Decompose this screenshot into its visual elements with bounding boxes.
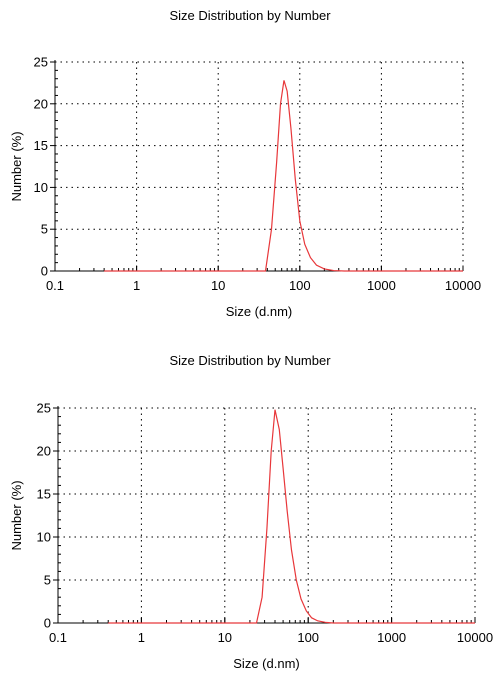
chart-svg: 0.1 1 10 100 1000 10000 0 5 10 15 20 25 Size (d.nm) N… (9, 55, 481, 320)
x-tick-label: 10000 (445, 278, 481, 293)
chart-svg: 0.1 1 10 100 1000 10000 0 5 10 15 20 25 Size (d.nm) N… (9, 401, 493, 672)
y-tick-label: 15 (37, 487, 51, 502)
chart-title: Size Distribution by Number (169, 353, 331, 368)
x-tick-label: 10 (211, 278, 225, 293)
y-tick-label: 5 (44, 573, 51, 588)
y-tick-label: 10 (37, 530, 51, 545)
x-tick-label: 0.1 (49, 630, 67, 645)
y-tick-label: 0 (44, 616, 51, 631)
x-tick-label: 10000 (457, 630, 493, 645)
x-tick-label: 1 (133, 278, 140, 293)
chart-panel-1: Size Distribution by Number 0.1 1 10 100 100… (0, 0, 500, 335)
x-tick-label: 100 (289, 278, 311, 293)
series-line (108, 409, 475, 624)
y-tick-label: 0 (41, 264, 48, 279)
x-axis-label: Size (d.nm) (233, 656, 299, 671)
y-tick-label: 25 (34, 55, 48, 70)
y-tick-label: 5 (41, 222, 48, 237)
chart-panel-2: Size Distribution by Number 0.1 1 10 100 100… (0, 345, 500, 682)
y-tick-label: 10 (34, 180, 48, 195)
series-line (104, 80, 463, 272)
y-axis-label: Number (%) (9, 480, 24, 550)
y-tick-label: 20 (34, 96, 48, 111)
y-tick-label: 20 (37, 444, 51, 459)
y-tick-label: 25 (37, 401, 51, 416)
y-tick-label: 15 (34, 138, 48, 153)
x-tick-label: 1000 (377, 630, 406, 645)
x-tick-label: 100 (297, 630, 319, 645)
x-tick-label: 1 (138, 630, 145, 645)
x-tick-label: 10 (218, 630, 232, 645)
y-axis-label: Number (%) (9, 131, 24, 201)
x-axis-label: Size (d.nm) (226, 304, 292, 319)
x-tick-label: 1000 (367, 278, 396, 293)
chart-title: Size Distribution by Number (169, 8, 331, 23)
x-tick-label: 0.1 (46, 278, 64, 293)
